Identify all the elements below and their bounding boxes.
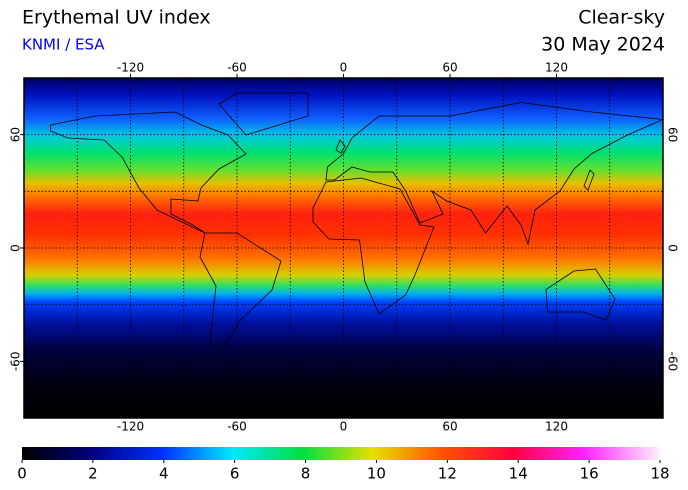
condition: Clear-sky [578,7,665,29]
x-tick-label-top: 120 [545,61,568,75]
x-tick-label-bottom: -120 [117,420,144,434]
colorbar-label: 4 [159,465,169,483]
colorbar-label: 16 [580,465,599,483]
x-tick-label-top: 60 [442,61,457,75]
x-tick-label-bottom: 60 [442,420,457,434]
graticule [24,78,663,418]
colorbar-label: 2 [88,465,98,483]
colorbar-label: 6 [230,465,240,483]
colorbar-label: 0 [17,465,27,483]
colorbar-label: 8 [301,465,311,483]
x-tick-label-top: -120 [117,61,144,75]
colorbar-label: 14 [509,465,528,483]
colorbar [22,447,660,460]
y-tick-label-left: 0 [9,244,23,252]
colorbar-label: 10 [367,465,386,483]
y-tick-label-left: -60 [9,352,23,372]
source: KNMI / ESA [22,36,105,54]
date: 30 May 2024 [541,34,665,56]
y-tick-label-right: -60 [666,352,680,372]
x-tick-label-bottom: -60 [227,420,247,434]
coastlines [50,92,665,351]
x-tick-label-bottom: 120 [545,420,568,434]
colorbar-label: 12 [438,465,457,483]
y-tick-label-left: 60 [9,127,23,142]
y-tick-label-right: 60 [666,127,680,142]
x-tick-label-top: 0 [340,61,348,75]
colorbar-label: 18 [650,465,669,483]
x-tick-label-bottom: 0 [340,420,348,434]
title: Erythemal UV index [22,7,211,29]
y-tick-label-right: 0 [666,244,680,252]
x-tick-label-top: -60 [227,61,247,75]
